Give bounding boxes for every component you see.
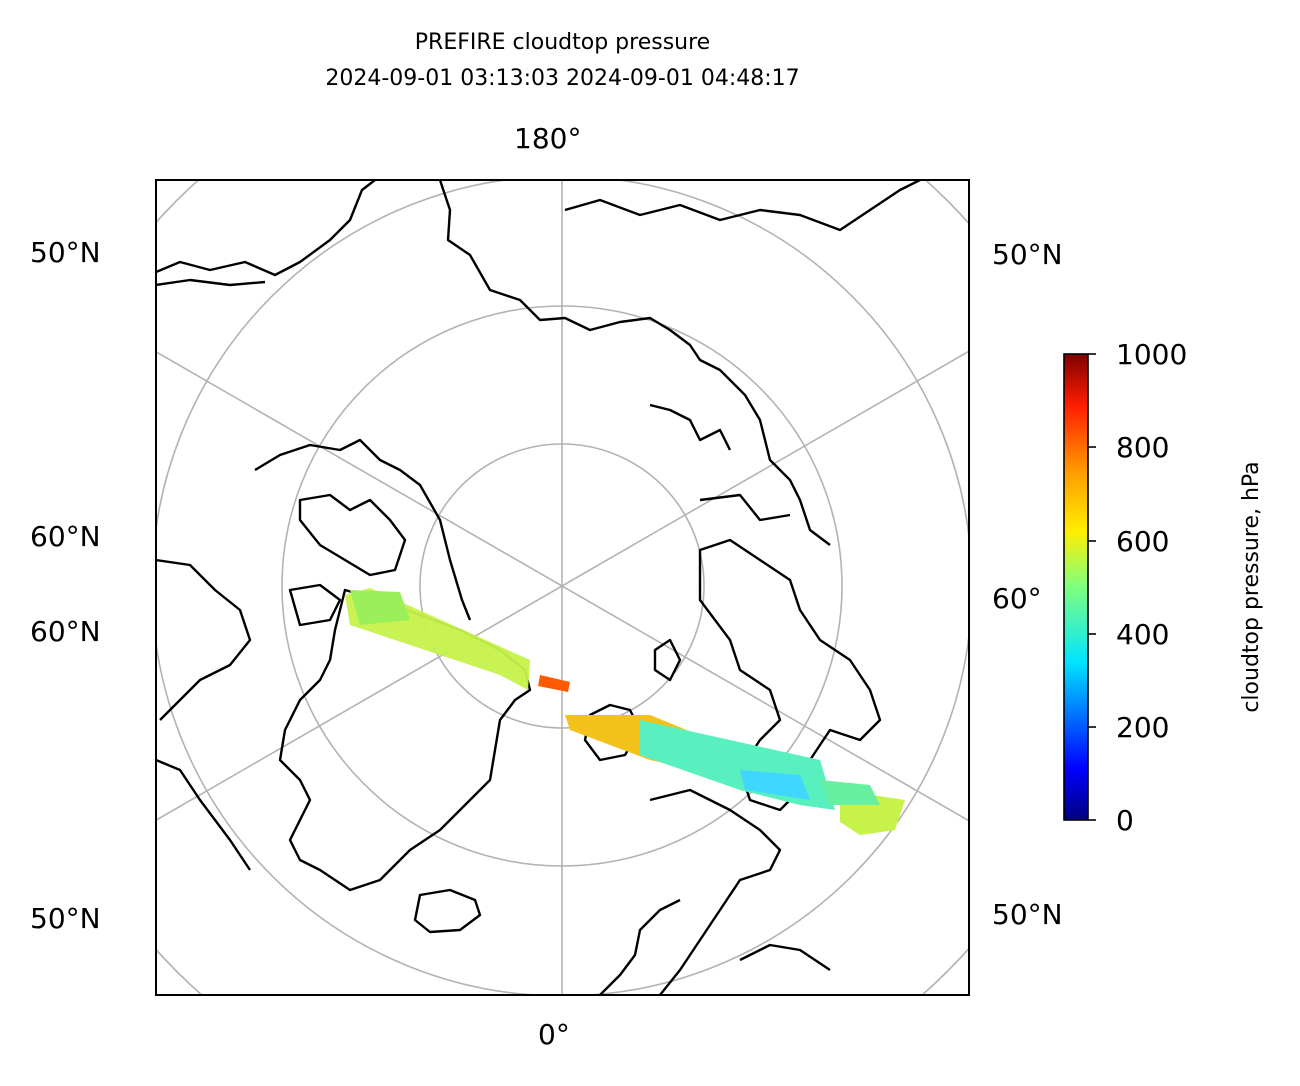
label-bottom-meridian: 0°: [538, 1018, 570, 1051]
coast-novaya-zemlya: [653, 638, 682, 682]
chart-title-line2: 2024-09-01 03:13:03 2024-09-01 04:48:17: [325, 66, 800, 91]
coast-iceland: [413, 888, 482, 934]
colorbar-tick-label: 800: [1116, 431, 1169, 464]
label-right-lat: 50°N: [992, 898, 1063, 931]
colorbar-tick-label: 1000: [1116, 338, 1187, 371]
coast-canada-archipelago: [254, 438, 472, 621]
colorbar-label: cloudtop pressure, hPa: [1239, 461, 1264, 712]
label-top-meridian: 180°: [514, 122, 582, 155]
coastlines: [156, 180, 921, 995]
colorbar-tick-label: 400: [1116, 618, 1169, 651]
label-right-lat: 50°N: [992, 238, 1063, 271]
coast-alaska: [156, 180, 376, 277]
colorbar-ticks: [1088, 353, 1096, 821]
coast-chukotka: [438, 180, 831, 546]
coast-taymyr: [699, 493, 791, 522]
swath-segment-kara-2: [740, 770, 810, 800]
coast-hudson: [156, 558, 252, 721]
coast-canada-islands-2: [288, 583, 342, 627]
prefire-swath: [345, 588, 905, 835]
colorbar-tick-label: 600: [1116, 525, 1169, 558]
coast-alaska-2: [156, 278, 266, 287]
colorbar-tick-label: 0: [1116, 804, 1134, 837]
swath-segment-siberia-2: [820, 780, 880, 805]
colorbar-tick-label: 200: [1116, 711, 1169, 744]
coast-siberia-islands: [649, 403, 732, 451]
graticule: [156, 180, 969, 995]
label-left-lat: 50°N: [30, 902, 101, 935]
label-left-lat: 60°N: [30, 615, 101, 648]
swath-segment-red: [538, 675, 570, 692]
colorbar-gradient: [1063, 353, 1089, 821]
map-frame: [155, 179, 970, 996]
meridian-120: [156, 350, 969, 822]
coast-baltic: [739, 943, 831, 971]
coast-chukotka-2: [564, 180, 921, 232]
coast-scandinavia: [649, 788, 782, 995]
label-left-lat: 60°N: [30, 520, 101, 553]
chart-title-line1: PREFIRE cloudtop pressure: [414, 30, 711, 55]
colorbar: 0 200 400 600 800 1000 cloudtop pressure…: [1063, 338, 1264, 837]
coast-canada-islands: [298, 493, 407, 577]
label-right-lat: 60°: [992, 582, 1042, 615]
label-left-lat: 50°N: [30, 236, 101, 269]
coast-europe: [599, 898, 681, 995]
swath-segment-greenland-north: [350, 590, 410, 625]
coast-labrador: [156, 758, 251, 871]
